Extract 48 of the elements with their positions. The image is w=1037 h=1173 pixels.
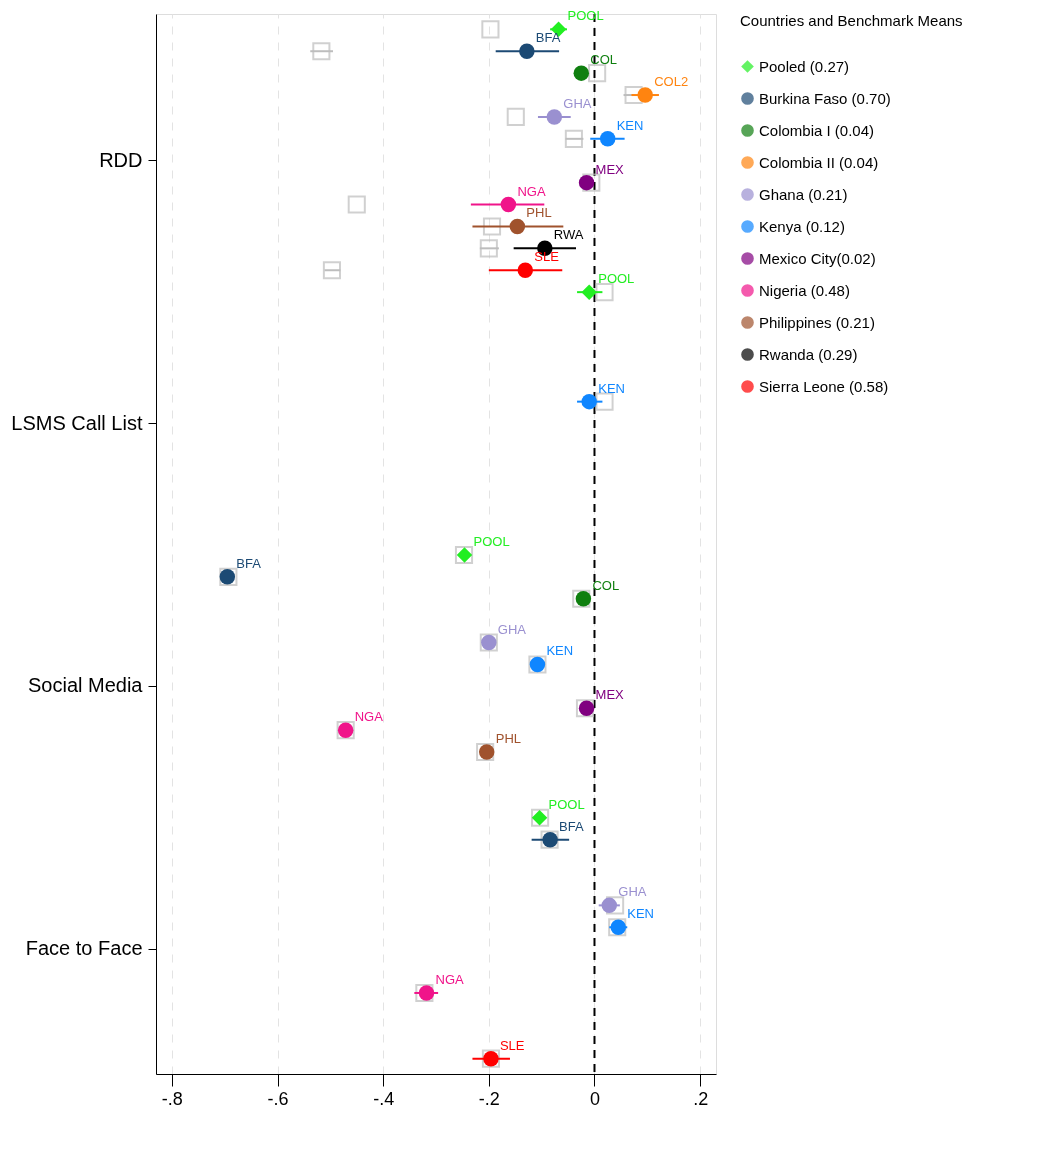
x-tick-label: -.8 (161, 1088, 183, 1109)
data-label: MEX (595, 687, 625, 703)
data-label: KEN (616, 117, 644, 133)
data-label: MEX (595, 161, 625, 177)
legend-label: Pooled (0.27) (759, 57, 850, 75)
data-label: POOL (548, 796, 585, 812)
y-tick-label: Face to Face (25, 937, 143, 960)
legend-label: Ghana (0.21) (759, 185, 848, 203)
legend-label: Colombia II (0.04) (759, 153, 879, 171)
data-label: KEN (627, 906, 654, 922)
x-tick-label: 0 (589, 1088, 600, 1109)
data-label: BFA (236, 555, 262, 571)
data-label: BFA (535, 30, 561, 46)
legend-label: Burkina Faso (0.70) (759, 89, 891, 107)
data-label: KEN (546, 643, 574, 659)
x-tick-label: -.2 (478, 1088, 500, 1109)
legend-label: Rwanda (0.29) (759, 345, 858, 363)
data-label: NGA (354, 709, 384, 725)
legend-label: Philippines (0.21) (759, 313, 875, 331)
data-label: COL2 (654, 74, 689, 90)
data-label: RWA (553, 227, 584, 243)
data-label: POOL (567, 8, 604, 24)
data-label: GHA (497, 621, 527, 637)
data-label: KEN (598, 380, 625, 396)
data-label: PHL (495, 731, 522, 747)
legend-title: Countries and Benchmark Means (740, 12, 963, 29)
y-tick-label: RDD (99, 148, 143, 171)
data-label: SLE (534, 249, 560, 265)
y-tick-label: LSMS Call List (11, 411, 143, 434)
data-label: NGA (517, 183, 546, 199)
legend-label: Colombia I (0.04) (759, 121, 875, 139)
x-tick-label: -.6 (267, 1088, 289, 1109)
y-tick-label: Social Media (27, 674, 144, 697)
x-tick-label: .2 (693, 1088, 709, 1109)
data-label: GHA (563, 95, 592, 111)
x-tick-label: -.4 (373, 1088, 395, 1109)
data-label: SLE (499, 1037, 525, 1053)
legend-label: Mexico City(0.02) (759, 249, 876, 267)
legend-label: Sierra Leone (0.58) (759, 377, 889, 395)
legend-label: Kenya (0.12) (759, 217, 845, 235)
data-label: POOL (473, 533, 510, 549)
data-label: POOL (598, 271, 635, 287)
data-label: NGA (435, 971, 464, 987)
data-label: COL (592, 577, 620, 593)
data-label: GHA (618, 884, 647, 900)
data-label: PHL (526, 205, 552, 221)
data-label: BFA (559, 818, 585, 834)
legend-label: Nigeria (0.48) (759, 281, 850, 299)
